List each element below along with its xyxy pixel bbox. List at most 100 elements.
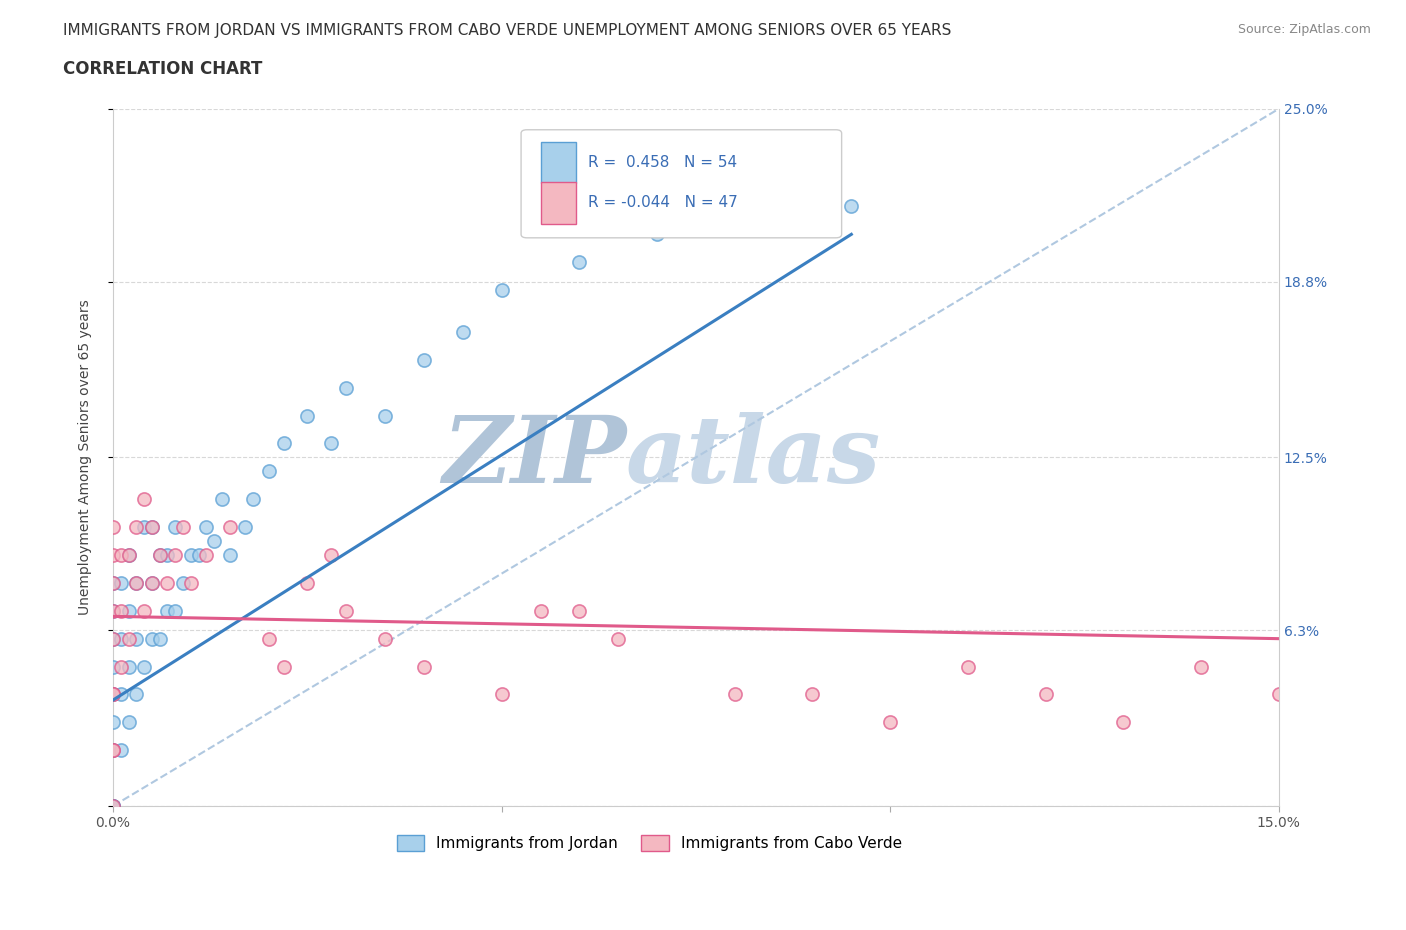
Text: IMMIGRANTS FROM JORDAN VS IMMIGRANTS FROM CABO VERDE UNEMPLOYMENT AMONG SENIORS : IMMIGRANTS FROM JORDAN VS IMMIGRANTS FRO… xyxy=(63,23,952,38)
Point xyxy=(117,659,139,674)
Point xyxy=(141,520,163,535)
Point xyxy=(101,659,124,674)
Point xyxy=(187,548,209,563)
Point xyxy=(374,631,396,646)
Point xyxy=(110,743,132,758)
Point xyxy=(101,743,124,758)
Point xyxy=(117,548,139,563)
Point xyxy=(101,604,124,618)
Point xyxy=(101,799,124,814)
Text: atlas: atlas xyxy=(626,412,882,502)
Point xyxy=(134,604,156,618)
Point xyxy=(762,199,785,214)
Point xyxy=(125,576,148,591)
Point xyxy=(451,325,474,339)
Text: R = -0.044   N = 47: R = -0.044 N = 47 xyxy=(588,195,737,210)
Point xyxy=(841,199,863,214)
Point xyxy=(110,576,132,591)
Point xyxy=(645,227,668,242)
Point xyxy=(110,548,132,563)
Point xyxy=(319,548,342,563)
Point xyxy=(165,548,187,563)
Text: Source: ZipAtlas.com: Source: ZipAtlas.com xyxy=(1237,23,1371,36)
Text: R =  0.458   N = 54: R = 0.458 N = 54 xyxy=(588,155,737,170)
Point xyxy=(101,743,124,758)
Point xyxy=(335,604,357,618)
Point xyxy=(956,659,979,674)
Legend: Immigrants from Jordan, Immigrants from Cabo Verde: Immigrants from Jordan, Immigrants from … xyxy=(391,830,908,857)
Point xyxy=(1189,659,1212,674)
Point xyxy=(374,408,396,423)
Point xyxy=(101,604,124,618)
Point xyxy=(801,687,824,702)
Point xyxy=(101,687,124,702)
Point xyxy=(242,492,264,507)
Point xyxy=(724,687,747,702)
Point xyxy=(141,576,163,591)
Point xyxy=(195,520,218,535)
Point xyxy=(101,799,124,814)
Point xyxy=(491,283,513,298)
Point xyxy=(101,576,124,591)
Point xyxy=(101,687,124,702)
Point xyxy=(156,604,179,618)
Point xyxy=(101,799,124,814)
Point xyxy=(273,436,295,451)
Point xyxy=(1035,687,1057,702)
Point xyxy=(297,576,319,591)
Text: ZIP: ZIP xyxy=(441,412,626,502)
Point xyxy=(141,576,163,591)
Point xyxy=(180,576,202,591)
Point xyxy=(233,520,256,535)
Point xyxy=(125,687,148,702)
Point xyxy=(110,687,132,702)
Point xyxy=(529,604,551,618)
Point xyxy=(273,659,295,674)
Point xyxy=(335,380,357,395)
Text: CORRELATION CHART: CORRELATION CHART xyxy=(63,60,263,78)
Point xyxy=(1267,687,1289,702)
Point xyxy=(101,576,124,591)
Point xyxy=(117,631,139,646)
Point xyxy=(218,520,240,535)
Point xyxy=(491,687,513,702)
Point xyxy=(156,576,179,591)
Point xyxy=(165,604,187,618)
Point xyxy=(141,520,163,535)
Point xyxy=(607,631,630,646)
Point xyxy=(117,715,139,730)
Point xyxy=(202,534,225,549)
Point xyxy=(101,520,124,535)
Point xyxy=(134,659,156,674)
Point xyxy=(413,659,436,674)
Point xyxy=(149,548,172,563)
Point xyxy=(125,576,148,591)
Point xyxy=(101,687,124,702)
FancyBboxPatch shape xyxy=(541,182,576,224)
Point xyxy=(156,548,179,563)
Point xyxy=(101,715,124,730)
Point xyxy=(125,520,148,535)
Point xyxy=(149,631,172,646)
Point xyxy=(110,631,132,646)
Point xyxy=(101,548,124,563)
Point xyxy=(125,631,148,646)
Point xyxy=(172,576,194,591)
Point xyxy=(141,631,163,646)
Point xyxy=(101,631,124,646)
Point xyxy=(211,492,233,507)
FancyBboxPatch shape xyxy=(541,141,576,183)
Point xyxy=(568,255,591,270)
Point xyxy=(117,604,139,618)
Point xyxy=(101,631,124,646)
Point xyxy=(1112,715,1135,730)
Point xyxy=(149,548,172,563)
Point xyxy=(110,604,132,618)
Y-axis label: Unemployment Among Seniors over 65 years: Unemployment Among Seniors over 65 years xyxy=(79,299,93,616)
Point xyxy=(879,715,901,730)
Point xyxy=(257,631,280,646)
Point xyxy=(117,548,139,563)
Point xyxy=(134,520,156,535)
Point xyxy=(218,548,240,563)
Point xyxy=(110,659,132,674)
